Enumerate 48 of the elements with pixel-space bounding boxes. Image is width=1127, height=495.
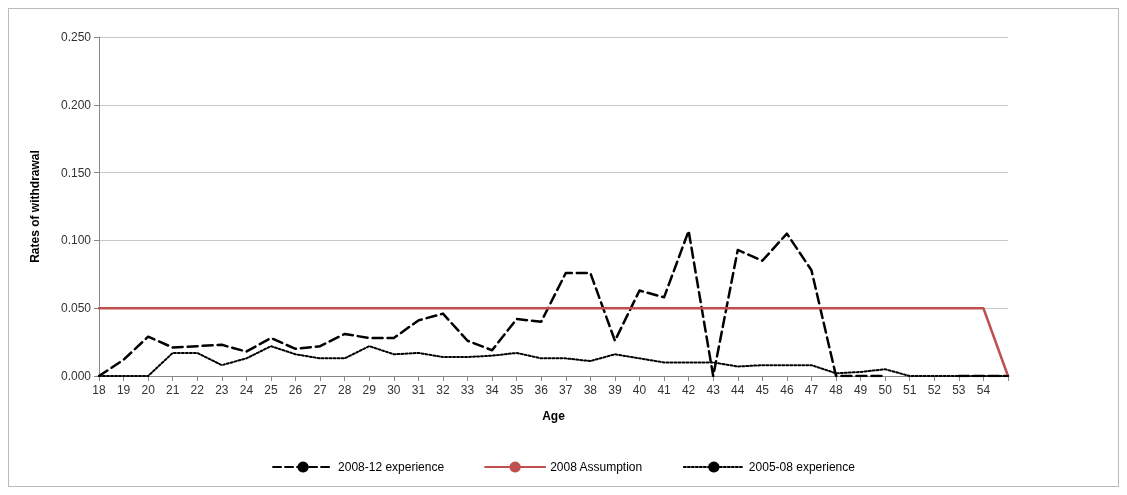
x-tick-label: 43	[706, 383, 721, 397]
x-tick-label: 21	[166, 383, 180, 397]
legend-label: 2008 Assumption	[550, 460, 643, 474]
x-tick-label: 24	[239, 383, 254, 397]
x-tick-label: 40	[632, 383, 647, 397]
y-tick-label: 0.150	[60, 165, 92, 180]
x-tick-label: 27	[313, 383, 328, 397]
x-tick-label: 35	[509, 383, 524, 397]
x-tick-label: 34	[485, 383, 500, 397]
x-tick-label: 30	[387, 383, 401, 397]
x-tick-label: 42	[681, 383, 696, 397]
x-tick-label: 29	[362, 383, 377, 397]
x-tick-label: 51	[903, 383, 917, 397]
x-tick-label: 20	[141, 383, 156, 397]
x-tick-label: 48	[829, 383, 844, 397]
y-tick-label: 0.050	[60, 301, 92, 316]
x-tick-label: 39	[608, 383, 622, 397]
legend-label: 2008-12 experience	[338, 460, 445, 474]
x-tick-label: 25	[264, 383, 278, 397]
x-tick-label: 49	[853, 383, 868, 397]
x-tick-label: 36	[534, 383, 549, 397]
y-axis-title: Rates of withdrawal	[28, 150, 42, 263]
y-tick-label: 0.250	[60, 30, 92, 44]
x-tick-label: 18	[92, 383, 106, 397]
x-tick-label: 23	[215, 383, 229, 397]
x-tick-label: 46	[780, 383, 794, 397]
x-tick-label: 26	[288, 383, 303, 397]
x-tick-label: 53	[952, 383, 966, 397]
x-tick-label: 45	[755, 383, 770, 397]
x-tick-label: 28	[338, 383, 352, 397]
x-tick-label: 38	[583, 383, 598, 397]
y-tick-label: 0.200	[60, 97, 92, 112]
y-tick-label: 0.000	[60, 369, 92, 383]
x-tick-label: 19	[116, 383, 131, 397]
x-tick-label: 54	[976, 383, 991, 397]
x-tick-label: 33	[460, 383, 475, 397]
x-tick-label: 32	[436, 383, 450, 397]
x-tick-label: 44	[731, 383, 745, 397]
x-tick-label: 22	[190, 383, 205, 397]
x-tick-label: 37	[559, 383, 573, 397]
x-tick-label: 31	[411, 383, 426, 397]
x-tick-label: 47	[804, 383, 819, 397]
x-tick-label: 52	[927, 383, 942, 397]
x-tick-label: 50	[878, 383, 893, 397]
x-axis-title: Age	[542, 409, 566, 423]
y-tick-label: 0.100	[60, 233, 92, 248]
legend-label: 2005-08 experience	[748, 460, 856, 474]
x-tick-label: 41	[657, 383, 672, 397]
